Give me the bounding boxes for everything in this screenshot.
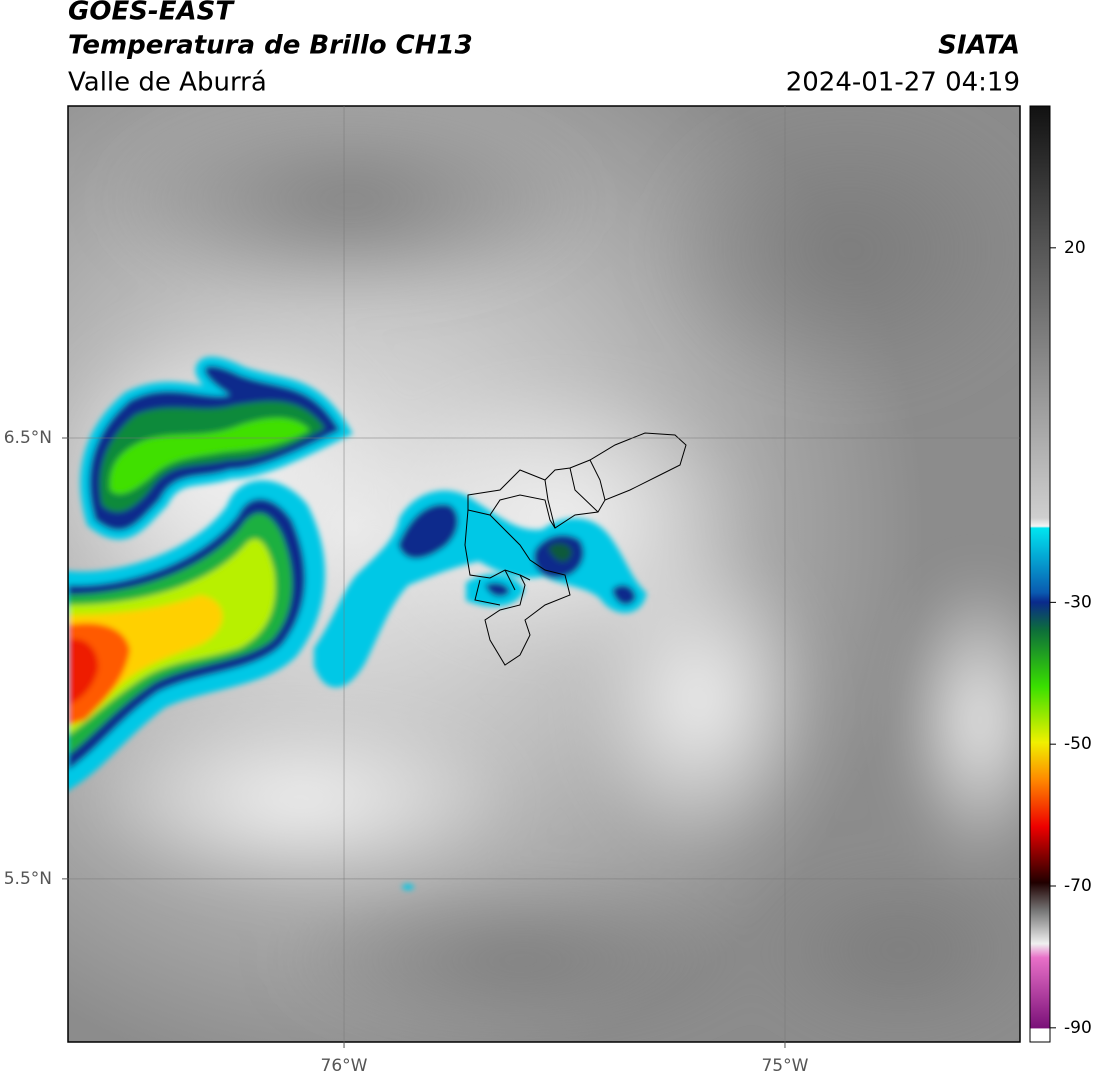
region: Valle de Aburrá — [68, 68, 267, 98]
x-tick-label: 75°W — [761, 1056, 808, 1076]
colorbar-tick-label: -90 — [1064, 1018, 1092, 1038]
colorbar — [1029, 105, 1051, 1043]
map-image — [68, 106, 1020, 1042]
title: GOES-EAST — [68, 0, 235, 27]
colorbar-tick-label: 20 — [1064, 238, 1086, 258]
colorbar-tick-label: -50 — [1064, 734, 1092, 754]
colorbar-tick-label: -30 — [1064, 592, 1092, 612]
map-frame — [67, 105, 1021, 1043]
datetime: 2024-01-27 04:19 — [786, 68, 1020, 98]
colorbar-tick-label: -70 — [1064, 876, 1092, 896]
x-tick-label: 76°W — [321, 1056, 368, 1076]
y-tick-label: 5.5°N — [4, 869, 52, 889]
y-tick-label: 6.5°N — [4, 428, 52, 448]
source: SIATA — [938, 31, 1020, 61]
subtitle: Temperatura de Brillo CH13 — [68, 31, 473, 61]
